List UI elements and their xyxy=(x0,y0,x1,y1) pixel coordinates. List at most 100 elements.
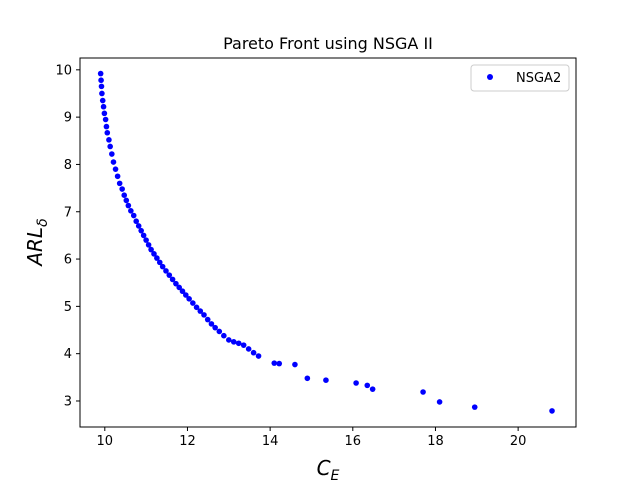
data-point xyxy=(323,377,329,383)
data-point xyxy=(148,246,154,253)
data-point xyxy=(173,280,179,287)
data-point xyxy=(245,346,252,352)
data-point xyxy=(151,251,157,257)
data-point xyxy=(226,337,232,343)
y-tick-label: 3 xyxy=(64,394,72,409)
data-point xyxy=(106,137,112,143)
data-points xyxy=(97,70,555,414)
data-point xyxy=(235,340,242,347)
data-point xyxy=(104,129,111,136)
data-point xyxy=(119,186,125,192)
y-axis-label: ARLδ xyxy=(23,218,51,267)
data-point xyxy=(98,83,105,90)
data-point xyxy=(102,116,109,123)
data-point xyxy=(112,166,119,172)
x-tick-label: 10 xyxy=(97,434,114,449)
data-point xyxy=(250,349,257,356)
x-tick-label: 16 xyxy=(345,434,362,449)
data-point xyxy=(145,242,152,248)
data-point xyxy=(128,208,134,214)
x-tick-label: 18 xyxy=(427,434,444,449)
data-point xyxy=(100,103,107,110)
data-point xyxy=(240,342,247,348)
y-tick-label: 6 xyxy=(64,253,72,268)
data-point xyxy=(221,332,227,339)
y-tick-label: 10 xyxy=(55,63,72,78)
plot-area-frame xyxy=(79,57,577,428)
data-point xyxy=(125,202,132,209)
data-point xyxy=(133,218,140,225)
y-axis-label-main: ARL xyxy=(23,227,47,268)
y-tick-label: 5 xyxy=(64,300,72,315)
data-point xyxy=(103,123,110,130)
data-point xyxy=(159,263,166,270)
data-point xyxy=(208,321,215,327)
data-point xyxy=(436,399,443,405)
x-tick-label: 14 xyxy=(262,434,279,449)
y-tick-label: 4 xyxy=(64,347,72,362)
data-point xyxy=(179,288,186,295)
data-point xyxy=(109,151,115,157)
data-point xyxy=(471,404,478,410)
data-point xyxy=(98,77,104,84)
legend-label: NSGA2 xyxy=(516,71,561,86)
data-point xyxy=(420,389,426,395)
data-point xyxy=(135,223,142,229)
data-point xyxy=(101,110,108,117)
data-point xyxy=(197,308,204,314)
data-point xyxy=(186,295,192,302)
x-axis: 10 12 14 16 18 20 xyxy=(97,427,527,449)
x-axis-label: CE xyxy=(317,456,340,480)
data-point xyxy=(190,300,196,306)
data-point xyxy=(156,259,163,266)
data-point xyxy=(166,272,173,278)
chart-title: Pareto Front using NSGA II xyxy=(223,34,433,53)
data-point xyxy=(116,180,123,187)
data-point xyxy=(212,324,218,331)
data-point xyxy=(364,382,371,389)
data-point xyxy=(201,312,207,318)
data-point xyxy=(121,192,128,198)
data-point xyxy=(292,361,298,368)
data-point xyxy=(271,360,278,366)
data-point xyxy=(140,232,147,239)
legend: NSGA2 xyxy=(470,64,570,92)
data-point xyxy=(549,408,555,414)
data-point xyxy=(369,386,376,392)
data-point xyxy=(230,339,237,345)
x-axis-label-main: C xyxy=(317,456,331,480)
data-point xyxy=(99,97,106,104)
data-point xyxy=(97,70,104,77)
data-point xyxy=(176,284,182,291)
x-axis-label-subscript: E xyxy=(331,468,340,480)
y-tick-label: 8 xyxy=(64,158,72,173)
data-point xyxy=(255,353,262,359)
data-point xyxy=(130,212,137,219)
data-point xyxy=(114,173,121,180)
data-point xyxy=(353,380,359,386)
x-tick-label: 12 xyxy=(179,434,196,449)
y-tick-label: 9 xyxy=(64,111,72,126)
data-point xyxy=(99,90,105,97)
data-point xyxy=(163,268,169,274)
data-point xyxy=(107,143,113,150)
data-point xyxy=(183,292,189,298)
y-axis-label-subscript: δ xyxy=(35,218,51,227)
data-point xyxy=(154,255,160,261)
x-tick-label: 20 xyxy=(510,434,527,449)
data-point xyxy=(304,375,311,382)
data-point xyxy=(216,328,223,335)
data-point xyxy=(138,227,144,234)
data-point xyxy=(276,360,283,367)
data-point xyxy=(204,316,211,323)
data-point xyxy=(143,237,149,243)
legend-box xyxy=(470,64,570,92)
legend-marker xyxy=(487,74,493,80)
y-tick-label: 7 xyxy=(64,205,72,220)
data-point xyxy=(110,159,117,165)
y-axis: 3 4 5 6 7 8 9 10 xyxy=(55,63,80,409)
data-point xyxy=(169,276,176,283)
data-point xyxy=(193,304,200,311)
data-point xyxy=(123,197,130,204)
